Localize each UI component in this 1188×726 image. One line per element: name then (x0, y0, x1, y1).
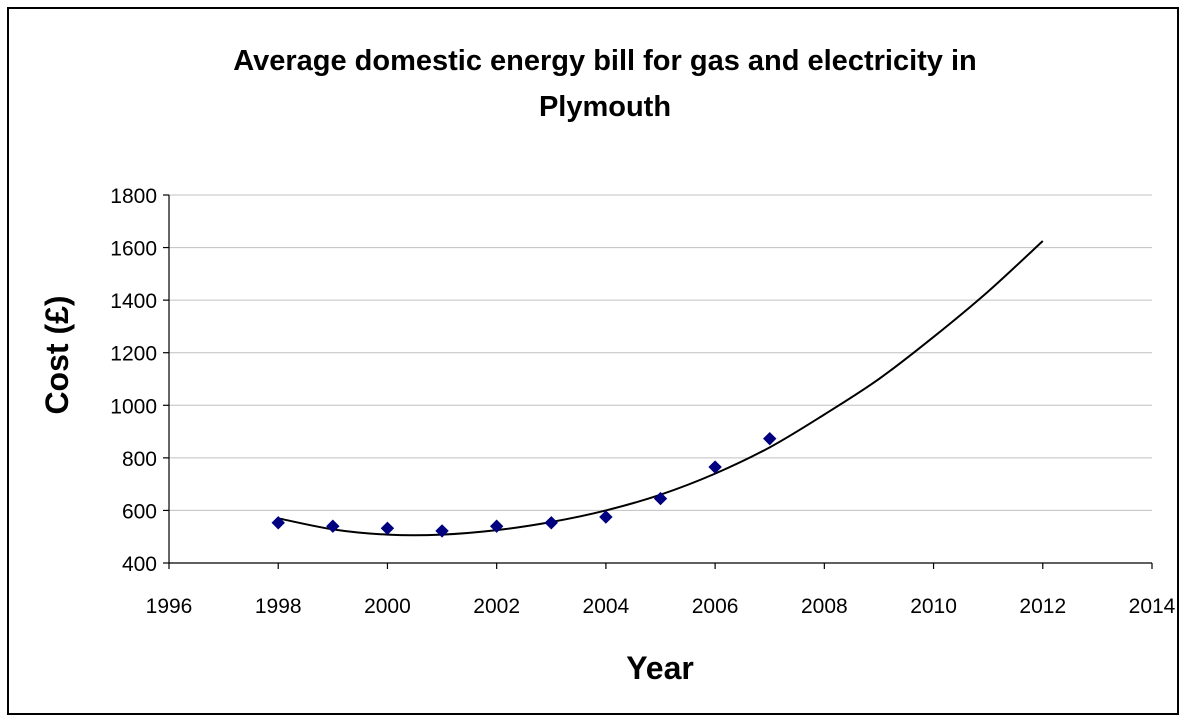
x-tick-label-2014: 2014 (1129, 595, 1176, 618)
x-tick-label-2006: 2006 (692, 595, 739, 618)
chart-title-line-1: Average domestic energy bill for gas and… (233, 45, 977, 77)
data-point-1999 (326, 519, 340, 533)
x-tick-label-2008: 2008 (801, 595, 848, 618)
x-tick-label-2000: 2000 (364, 595, 411, 618)
y-tick-label-800: 800 (122, 448, 157, 471)
data-point-2003 (544, 516, 558, 530)
x-tick-label-2010: 2010 (910, 595, 957, 618)
y-tick-label-1800: 1800 (110, 185, 157, 208)
data-point-2000 (380, 521, 395, 536)
y-tick-label-1600: 1600 (110, 238, 157, 261)
data-point-2002 (489, 519, 504, 533)
x-tick-label-1998: 1998 (255, 595, 302, 618)
gridlines (169, 194, 1152, 511)
data-point-2005 (653, 491, 668, 506)
data-points (271, 431, 777, 538)
y-tick-label-400: 400 (122, 553, 157, 576)
y-tick-label-600: 600 (122, 500, 157, 523)
data-point-2004 (599, 510, 613, 524)
x-tick-label-1996: 1996 (146, 595, 193, 618)
trendline (278, 240, 1044, 537)
data-point-2007 (763, 431, 777, 446)
chart-title-line-2: Plymouth (539, 91, 671, 123)
trendline-group (278, 240, 1044, 537)
chart-border (7, 7, 1179, 715)
y-axis-label: Cost (£) (39, 295, 75, 414)
x-tick-label-2004: 2004 (583, 595, 630, 618)
data-point-2001 (435, 524, 449, 538)
tick-labels: 400 600 800 1000 1200 1400 1600 1800 1996 1998 200… (110, 185, 1175, 618)
x-tick-label-2002: 2002 (473, 595, 520, 618)
data-point-1998 (271, 516, 285, 530)
data-point-2006 (708, 460, 722, 474)
x-tick-label-2012: 2012 (1019, 595, 1066, 618)
y-tick-label-1000: 1000 (110, 395, 157, 418)
y-tick-label-1400: 1400 (110, 290, 157, 313)
y-tick-label-1200: 1200 (110, 343, 157, 366)
x-axis-label: Year (626, 650, 694, 686)
axes (163, 194, 1153, 569)
